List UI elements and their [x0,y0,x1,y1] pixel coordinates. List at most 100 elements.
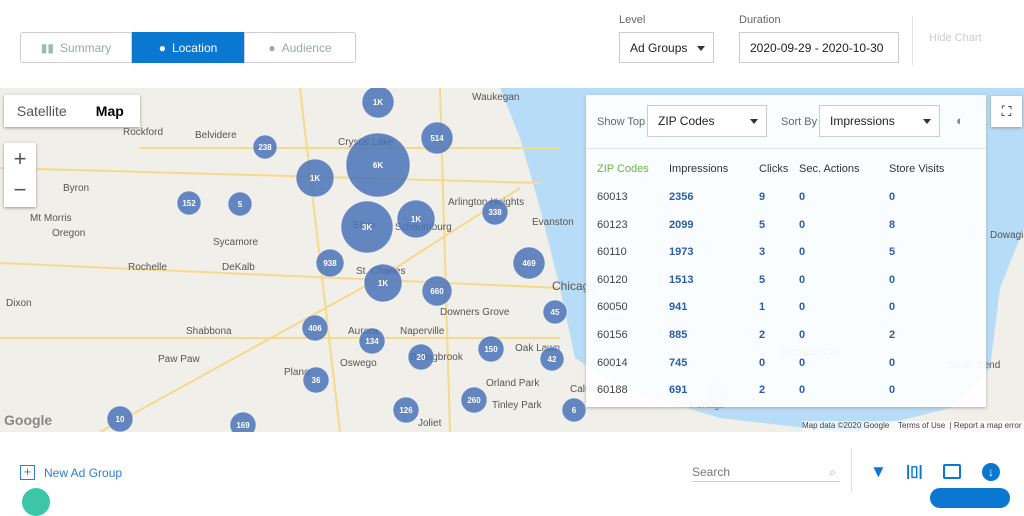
place-label: Waukegan [472,92,519,103]
table-cell: 60156 [597,329,628,341]
new-ad-group[interactable]: New Ad Group [44,466,123,480]
sort-by-select[interactable]: Impressions [819,105,940,137]
table-cell: 2 [759,329,766,341]
table-cell: 0 [889,356,896,369]
cluster[interactable] [252,134,278,160]
table-cell: 0 [799,246,806,259]
cluster-label: 126 [399,406,413,415]
fullscreen-button[interactable]: ⛶ [991,96,1022,127]
cluster-label: 1K [373,98,383,107]
table-header: ZIP Codes [597,163,649,175]
place-label: Orland Park [486,378,540,389]
cluster-label: 134 [365,337,379,346]
place-label: Joliet [418,418,442,429]
cluster-label: 660 [430,287,444,296]
table-cell: 60120 [597,273,628,286]
cluster[interactable] [295,158,335,198]
cluster[interactable] [176,190,202,216]
download-icon[interactable]: ↓ [982,463,1000,481]
cluster-label: 5 [238,200,243,209]
duration-input[interactable]: 2020-09-29 - 2020-10-30 [739,32,899,63]
cluster[interactable] [345,132,411,198]
panel: Show Top ZIP Codes Sort By Impressions ◐… [586,95,986,407]
cluster[interactable] [315,248,345,278]
table-cell: 0 [799,218,806,231]
filter-icon[interactable]: ▼ [870,462,887,481]
cluster-label: 36 [312,376,321,385]
table-cell: 9 [759,191,766,203]
cluster-label: 938 [323,259,337,268]
place-label: Oswego [340,358,377,369]
zoom-out[interactable]: − [13,177,27,202]
cluster-label: 6 [572,406,577,415]
cluster[interactable] [477,335,505,363]
action-button[interactable] [930,488,1010,508]
level-select[interactable]: Ad Groups [619,32,714,63]
cluster[interactable] [229,411,257,432]
cluster[interactable] [301,314,329,342]
cluster[interactable] [358,327,386,355]
cluster[interactable] [227,191,253,217]
table-cell: 60013 [597,191,628,203]
cluster[interactable] [302,366,330,394]
cluster[interactable] [561,397,587,423]
cluster-label: 6K [373,161,383,170]
table-header: Store Visits [889,163,945,175]
cluster[interactable] [512,246,546,280]
report[interactable]: Report a map error [953,421,1022,430]
table-cell: 1 [759,301,766,314]
terms[interactable]: Terms of Use [898,421,946,430]
cluster[interactable] [407,343,435,371]
cluster-label: 1K [310,174,320,183]
cluster[interactable] [421,275,453,307]
image-icon[interactable] [943,464,961,479]
place-label: Downers Grove [440,307,510,318]
map-button[interactable]: Map [95,103,124,119]
cluster[interactable] [542,299,568,325]
cluster[interactable] [106,405,134,432]
tab-summary[interactable]: ▮▮ Summary [20,32,132,63]
table-cell: 1973 [669,246,694,259]
table-cell: 5 [889,246,896,259]
show-top-select[interactable]: ZIP Codes [647,105,767,137]
table-cell: 941 [669,301,688,314]
cluster-label: 150 [484,345,498,354]
cluster[interactable] [481,198,509,226]
table-cell: 0 [799,191,806,203]
place-label: Sycamore [213,237,258,248]
cluster-label: 169 [236,421,250,430]
map-data: Map data ©2020 Google [802,421,890,430]
cluster[interactable] [460,386,488,414]
attribution: Map data ©2020 Google Terms of Use | Rep… [802,421,1024,432]
zoom-in[interactable]: + [13,146,27,171]
columns-icon[interactable]: |▯| [906,463,923,480]
cluster-label: 238 [258,143,272,152]
table-cell: 0 [889,273,896,286]
cluster[interactable] [392,396,420,424]
cluster-label: 469 [522,259,536,268]
table-cell: 0 [799,329,806,341]
tab-location[interactable]: ● Location [132,32,244,63]
satellite-button[interactable]: Satellite [16,103,67,119]
table-cell: 0 [889,301,896,314]
table-cell: 745 [669,356,688,369]
hide-chart[interactable]: Hide Chart [929,32,982,44]
place-label: Oregon [52,228,85,239]
plus-icon[interactable]: + [20,465,35,480]
place-label: Oak Lawn [515,343,560,354]
table-cell: 0 [799,301,806,314]
cluster[interactable] [396,199,436,239]
cluster-label: 20 [417,353,426,362]
hide-icon[interactable]: ◐ [956,113,964,128]
table-header: Sec. Actions [799,163,860,175]
cluster[interactable] [363,263,403,303]
cluster[interactable] [361,88,395,119]
cluster[interactable] [539,346,565,372]
tab-audience[interactable]: ● Audience [244,32,356,63]
table-cell: 0 [799,273,806,286]
cluster[interactable] [420,121,454,155]
cluster[interactable] [340,200,394,254]
cluster-label: 152 [182,199,196,208]
cluster-label: 1K [378,279,388,288]
search-input[interactable]: Search ⌕ [692,462,840,482]
